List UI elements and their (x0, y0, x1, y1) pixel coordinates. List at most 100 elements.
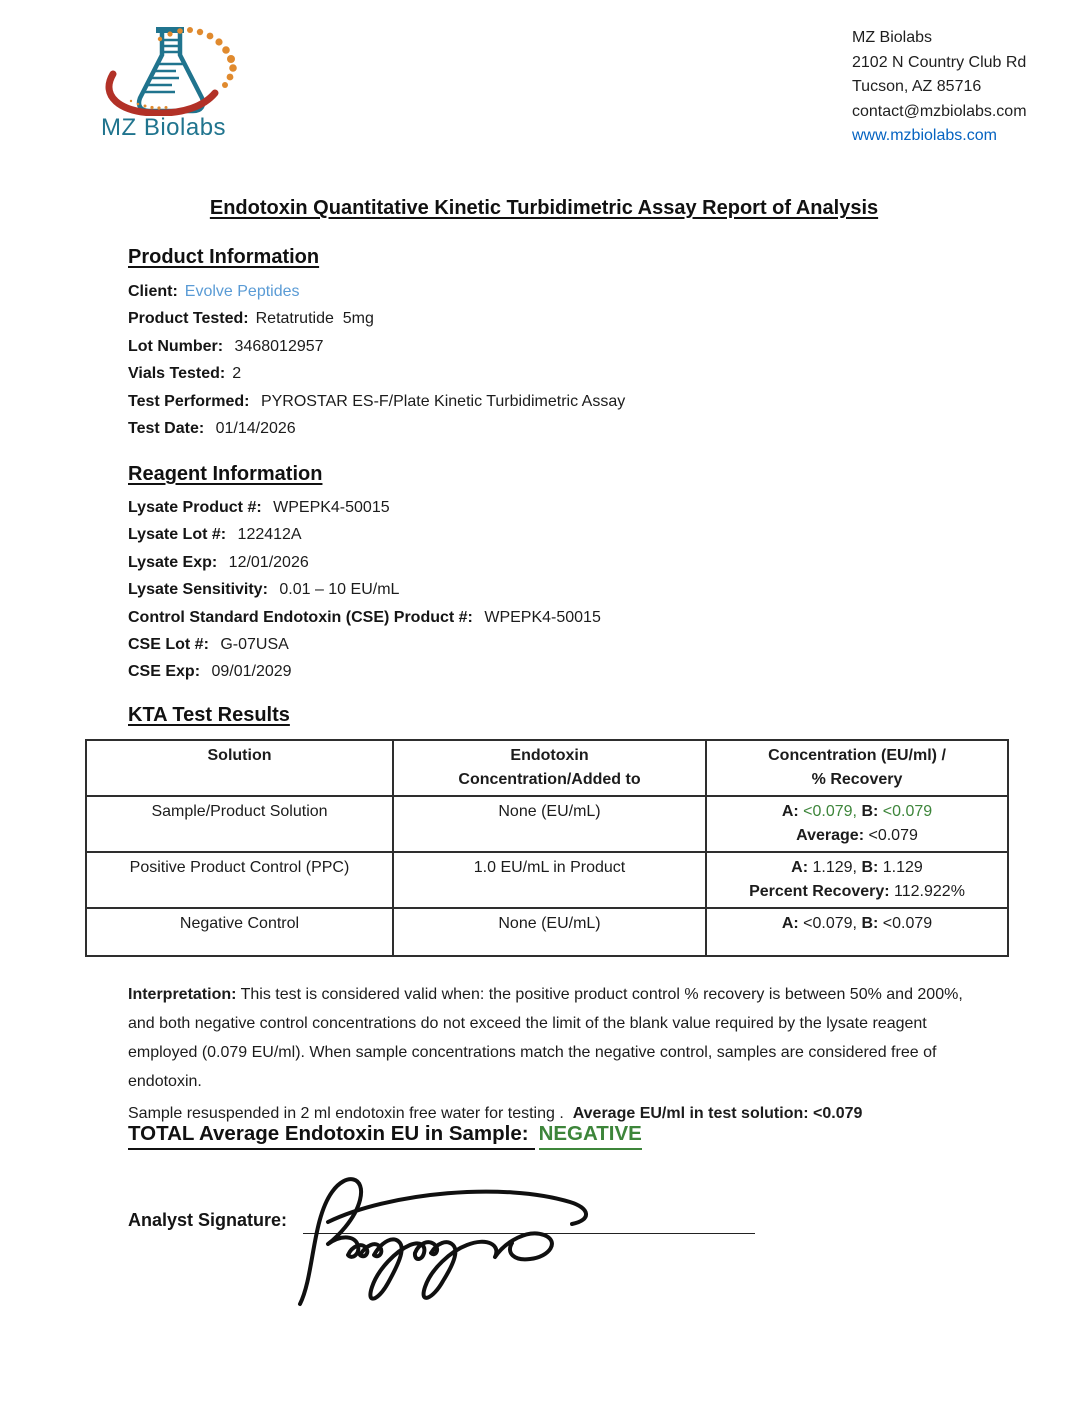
field-label: Lysate Exp: (128, 553, 218, 571)
field-value: 09/01/2029 (207, 663, 292, 681)
field-value: Retatrutide 5mg (255, 310, 374, 328)
solution-cell: Sample/Product Solution (85, 795, 394, 853)
kta-results-table-wrap: Solution Endotoxin Concentration/Added to C… (85, 739, 1009, 957)
info-field: Lysate Lot #: 122412A (128, 526, 601, 553)
table-row: Positive Product Control (PPC) 1.0 EU/mL … (85, 851, 1009, 909)
total-result-value: NEGATIVE (538, 1122, 642, 1150)
letterhead-street: 2102 N Country Club Rd (852, 53, 1027, 71)
result-text: <0.079, (798, 915, 862, 932)
result-text: 112.922% (889, 883, 965, 900)
result-line: Average: <0.079 (713, 824, 1001, 848)
info-field: Lysate Sensitivity: 0.01 – 10 EU/mL (128, 581, 601, 608)
header-line: Concentration/Added to (458, 771, 641, 788)
field-label: Lysate Product #: (128, 499, 262, 516)
field-label: Control Standard Endotoxin (CSE) Product… (128, 608, 473, 626)
flask-logo-icon (105, 27, 237, 117)
logo-dot-arc (129, 27, 237, 110)
info-field: CSE Lot #: G-07USA (128, 636, 601, 663)
field-value: 01/14/2026 (211, 419, 296, 437)
logo-brand-text: MZ Biolabs (101, 114, 227, 141)
field-label: Lysate Sensitivity: (128, 581, 268, 599)
result-text: 1.129 (878, 859, 923, 876)
endotoxin-added-cell: None (EU/mL) (392, 907, 707, 957)
field-label: CSE Exp: (128, 663, 201, 681)
field-label: Lot Number: (128, 337, 224, 355)
concentration-result-cell: A: <0.079, B: <0.079 (705, 907, 1009, 957)
interpretation-paragraph: Interpretation: This test is considered … (128, 980, 976, 1096)
solution-cell: Positive Product Control (PPC) (85, 851, 394, 909)
info-field: Client: Evolve Peptides (128, 283, 625, 310)
field-value: 0.01 – 10 EU/mL (274, 581, 400, 599)
kta-results-table: Solution Endotoxin Concentration/Added to C… (85, 739, 1009, 957)
field-value: 122412A (233, 526, 302, 544)
resuspension-text: Sample resuspended in 2 ml endotoxin fre… (128, 1105, 573, 1122)
field-label: CSE Lot #: (128, 635, 209, 653)
product-info-fields: Client: Evolve Peptides Product Tested: Ret… (128, 283, 625, 447)
info-field: CSE Exp: 09/01/2029 (128, 663, 601, 690)
interpretation-text: This test is considered valid when: the … (128, 986, 968, 1090)
interpretation-label: Interpretation: (128, 986, 237, 1003)
average-eu-text: Average EU/ml in test solution: <0.079 (572, 1105, 863, 1122)
field-value: Evolve Peptides (184, 283, 300, 300)
total-result-line: TOTAL Average Endotoxin EU in Sample: NEG… (128, 1122, 642, 1150)
solution-cell: Negative Control (85, 907, 394, 957)
info-field: Control Standard Endotoxin (CSE) Product… (128, 609, 601, 636)
table-row: Negative Control None (EU/mL) A: <0.079, B… (85, 907, 1009, 957)
result-line: A: <0.079, B: <0.079 (713, 800, 1001, 824)
result-line: A: <0.079, B: <0.079 (713, 912, 1001, 936)
result-text: A: (781, 803, 799, 820)
concentration-result-cell: A: <0.079, B: <0.079 Average: <0.079 (705, 795, 1009, 853)
info-field: Vials Tested: 2 (128, 365, 625, 392)
kta-results-heading: KTA Test Results (128, 704, 290, 726)
result-text: B: (861, 803, 879, 820)
field-label: Client: (128, 283, 178, 300)
field-value: G-07USA (215, 635, 289, 653)
info-field: Product Tested: Retatrutide 5mg (128, 310, 625, 337)
handwritten-signature (298, 1177, 588, 1306)
concentration-result-cell: A: 1.129, B: 1.129 Percent Recovery: 112.… (705, 851, 1009, 909)
info-field: Lot Number: 3468012957 (128, 338, 625, 365)
result-line: Percent Recovery: 112.922% (713, 880, 1001, 904)
field-label: Vials Tested: (128, 365, 226, 383)
column-header: Concentration (EU/ml) / % Recovery (705, 739, 1009, 797)
table-row: Sample/Product Solution None (EU/mL) A: <0… (85, 795, 1009, 853)
field-label: Lysate Lot #: (128, 526, 227, 544)
reagent-info-fields: Lysate Product #: WPEPK4-50015 Lysate Lot… (128, 499, 601, 691)
company-logo (98, 24, 278, 121)
info-field: Test Performed: PYROSTAR ES-F/Plate Kine… (128, 393, 625, 420)
info-field: Test Date: 01/14/2026 (128, 420, 625, 447)
header-line: Solution (207, 747, 272, 764)
table-header-row: Solution Endotoxin Concentration/Added to C… (85, 739, 1009, 797)
letterhead-city: Tucson, AZ 85716 (852, 78, 982, 95)
result-text: <0.079 (878, 915, 933, 932)
field-value: 12/01/2026 (224, 553, 309, 571)
field-value: WPEPK4-50015 (268, 499, 390, 516)
endotoxin-added-cell: None (EU/mL) (392, 795, 707, 853)
endotoxin-added-cell: 1.0 EU/mL in Product (392, 851, 707, 909)
report-title: Endotoxin Quantitative Kinetic Turbidime… (209, 197, 879, 219)
field-value: PYROSTAR ES-F/Plate Kinetic Turbidimetri… (256, 392, 626, 410)
result-text: A: (781, 915, 799, 932)
column-header: Endotoxin Concentration/Added to (392, 739, 707, 797)
website-link[interactable]: www.mzbiolabs.com (852, 127, 997, 144)
result-text: <0.079, (803, 803, 857, 820)
column-header: Solution (85, 739, 394, 797)
field-label: Test Date: (128, 419, 205, 437)
info-field: Lysate Product #: WPEPK4-50015 (128, 499, 601, 526)
field-value: WPEPK4-50015 (479, 608, 601, 626)
analyst-signature-label: Analyst Signature: (128, 1210, 288, 1230)
field-value: 2 (232, 365, 242, 383)
resuspension-note: Sample resuspended in 2 ml endotoxin fre… (128, 1105, 862, 1123)
total-result-label: TOTAL Average Endotoxin EU in Sample: (128, 1122, 535, 1150)
field-label: Product Tested: (128, 310, 249, 328)
product-info-heading: Product Information (128, 246, 320, 268)
letterhead-company: MZ Biolabs (852, 29, 933, 46)
letterhead-email: contact@mzbiolabs.com (852, 102, 1027, 120)
result-text: <0.079 (864, 827, 918, 844)
result-text: 1.129, (808, 859, 862, 876)
info-field: Lysate Exp: 12/01/2026 (128, 554, 601, 581)
letterhead: MZ Biolabs 2102 N Country Club Rd Tucson… (852, 26, 1027, 149)
header-line: Endotoxin (510, 747, 589, 764)
result-text: B: (861, 915, 879, 932)
